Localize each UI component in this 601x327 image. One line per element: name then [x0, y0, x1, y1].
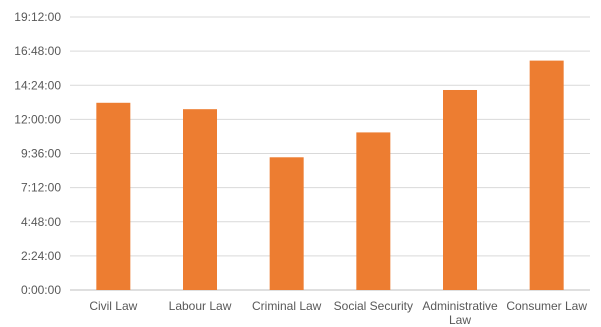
- y-axis-ticks: 0:00:00 2:24:00 4:48:00 7:12:00 9:36:00 12:00…: [14, 10, 61, 297]
- bar: [269, 157, 304, 290]
- y-tick-label: 0:00:00: [21, 283, 61, 297]
- y-tick-label: 7:12:00: [21, 181, 61, 195]
- x-category-label: Consumer Law: [506, 299, 587, 313]
- bars: [96, 60, 564, 290]
- bar: [96, 102, 131, 290]
- gridlines: [70, 16, 590, 291]
- x-category-label: Criminal Law: [252, 299, 322, 313]
- y-tick-label: 14:24:00: [14, 78, 61, 92]
- bar: [356, 132, 391, 290]
- x-axis-categories: Civil Law Labour Law Criminal Law Social Se…: [89, 299, 587, 327]
- y-tick-label: 12:00:00: [14, 112, 61, 126]
- x-category-label: Civil Law: [89, 299, 137, 313]
- y-tick-label: 19:12:00: [14, 10, 61, 24]
- y-tick-label: 9:36:00: [21, 147, 61, 161]
- x-category-label: Administrative Law: [422, 299, 498, 327]
- y-tick-label: 16:48:00: [14, 44, 61, 58]
- bar: [183, 109, 217, 290]
- bar: [443, 89, 477, 290]
- bar: [529, 60, 564, 290]
- y-tick-label: 4:48:00: [21, 215, 61, 229]
- y-tick-label: 2:24:00: [21, 249, 61, 263]
- x-category-label: Social Security: [334, 299, 413, 313]
- x-category-label: Labour Law: [169, 299, 232, 313]
